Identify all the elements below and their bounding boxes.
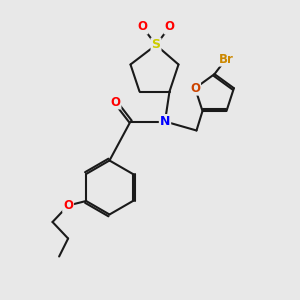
Text: O: O <box>137 20 148 34</box>
Text: O: O <box>164 20 175 34</box>
Text: O: O <box>190 82 200 95</box>
Text: O: O <box>110 95 121 109</box>
Text: S: S <box>152 38 160 52</box>
Text: O: O <box>63 199 73 212</box>
Text: Br: Br <box>218 52 233 66</box>
Text: N: N <box>160 115 170 128</box>
